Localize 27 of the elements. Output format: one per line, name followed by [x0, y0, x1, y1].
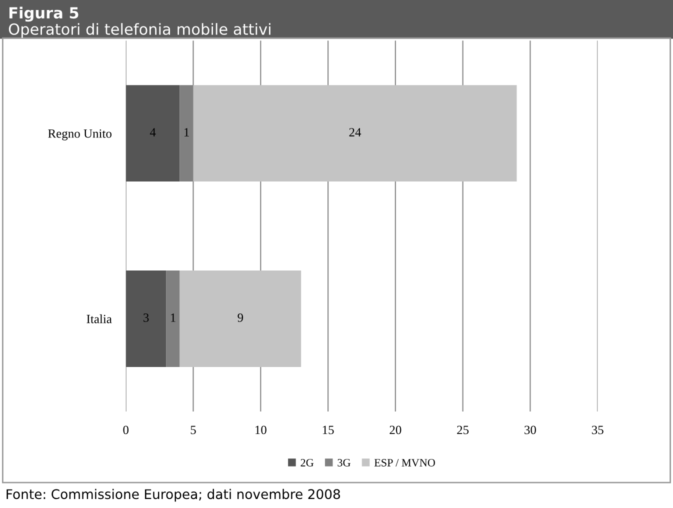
legend-label: 2G [300, 458, 314, 466]
data-label: 24 [349, 128, 362, 136]
x-tick-label: 35 [592, 426, 604, 434]
bar [126, 270, 166, 367]
bar [180, 270, 302, 367]
bar [193, 85, 517, 182]
data-label: 3 [144, 314, 149, 322]
x-tick-label: 15 [322, 426, 334, 434]
data-label: 4 [150, 128, 156, 136]
data-label: 1 [171, 314, 176, 322]
x-tick-label: 25 [457, 426, 469, 434]
x-tick-label: 0 [123, 426, 128, 434]
x-tick-label: 5 [190, 426, 196, 434]
x-tick-label: 10 [255, 426, 266, 434]
x-tick-label: 30 [524, 426, 536, 434]
x-tick-label: 20 [390, 426, 402, 434]
y-tick-label: Regno Unito [48, 129, 112, 140]
legend-label: 3G [338, 458, 350, 466]
legend-label: ESP / MVNO [374, 458, 435, 467]
chart-subtitle: Operatori di telefonia mobile attivi [8, 23, 270, 38]
data-label: 1 [184, 128, 189, 136]
chart-title: Figura 5 [9, 6, 78, 22]
data-label: 9 [238, 314, 244, 322]
bar [126, 85, 180, 182]
source-note: Fonte: Commissione Europea; dati novembre 2008 [6, 488, 340, 502]
y-tick-label: Italia [86, 314, 112, 324]
bar [166, 270, 180, 367]
